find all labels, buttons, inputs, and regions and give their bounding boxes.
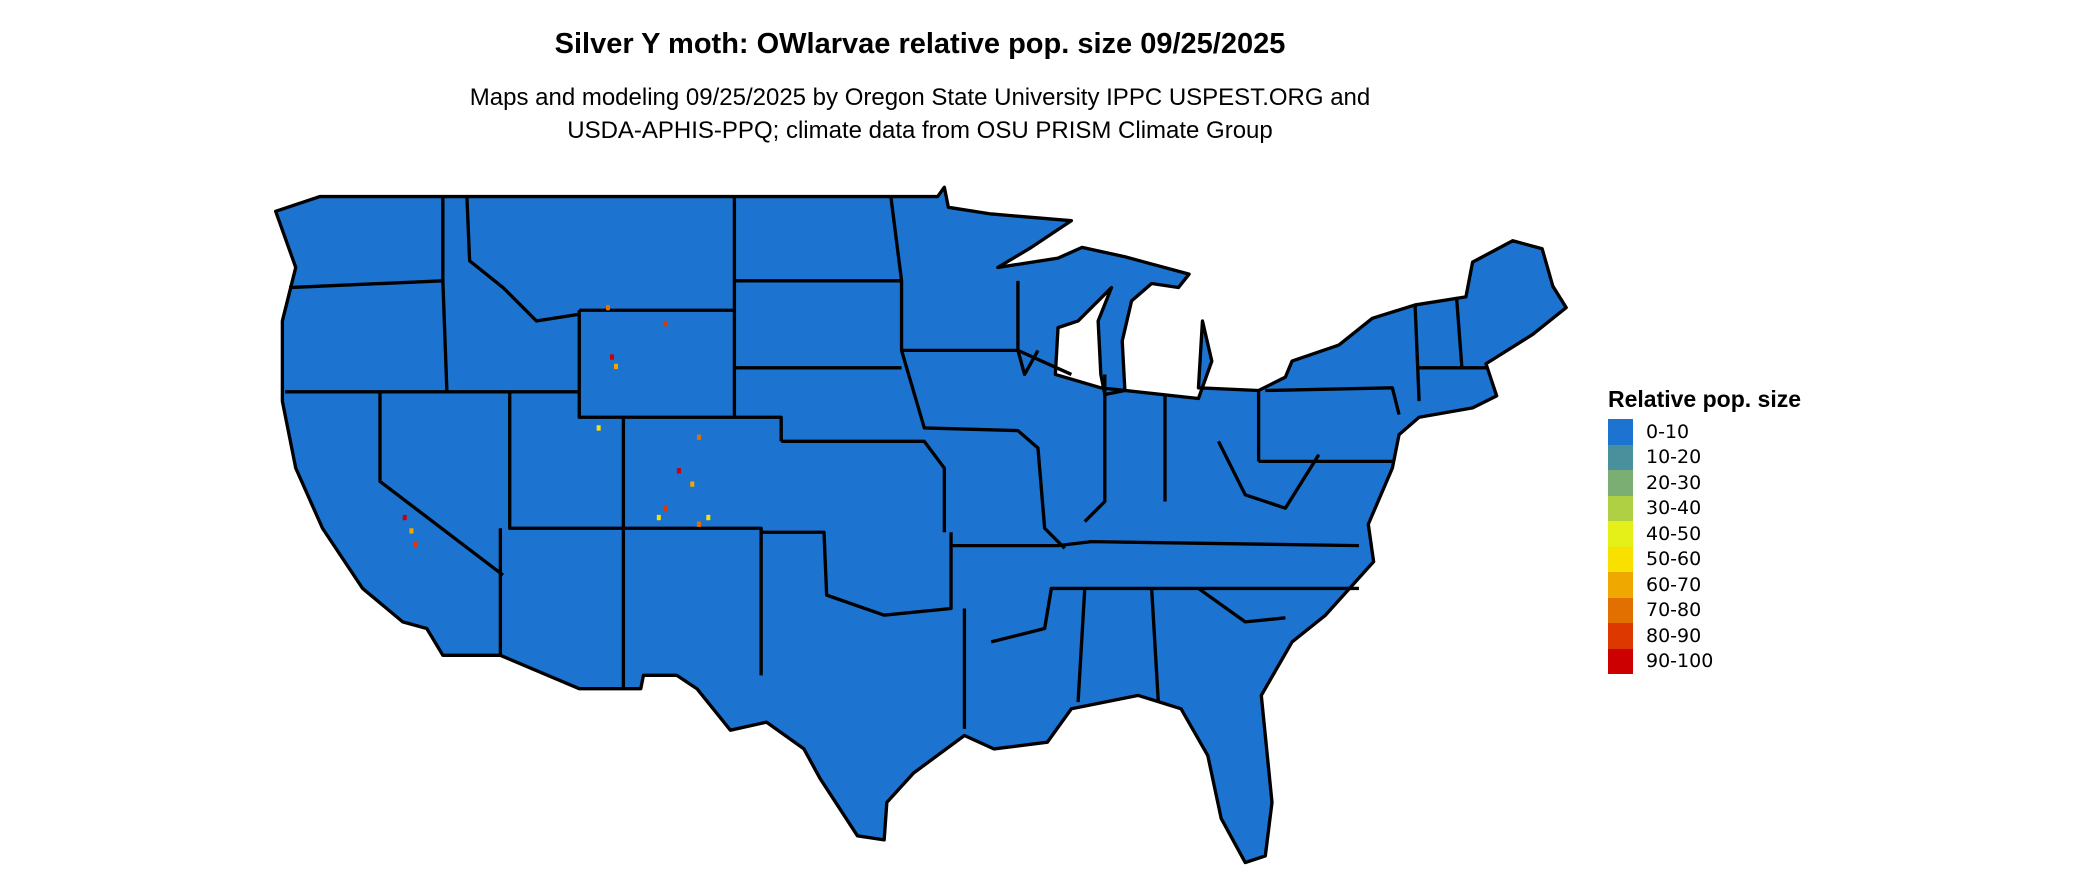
legend-label: 80-90: [1646, 624, 1702, 647]
hotspot-mark: [614, 363, 619, 370]
legend-label: 50-60: [1646, 548, 1702, 571]
legend-item: 40-50: [1608, 521, 1801, 547]
map-title: Silver Y moth: OWlarvae relative pop. si…: [554, 28, 1286, 60]
legend-item: 10-20: [1608, 444, 1801, 470]
hotspot-mark: [663, 320, 668, 327]
legend-label: 0-10: [1646, 420, 1690, 443]
legend-item: 20-30: [1608, 470, 1801, 496]
hotspot-mark: [409, 528, 414, 534]
hotspot-mark: [663, 505, 668, 511]
legend-swatch: [1608, 419, 1633, 445]
legend-swatch: [1608, 444, 1633, 470]
legend: Relative pop. size 0-10 10-20 20-30 30-40 40…: [1608, 386, 1801, 674]
hotspot-mark: [413, 541, 418, 547]
legend-title: Relative pop. size: [1608, 386, 1802, 412]
hotspot-mark: [606, 304, 611, 311]
population-hotspots: [402, 304, 711, 547]
hotspot-mark: [656, 514, 661, 521]
legend-item: 30-40: [1608, 495, 1801, 521]
legend-item: 80-90: [1608, 623, 1801, 649]
hotspot-mark: [610, 354, 615, 360]
legend-swatch: [1608, 648, 1633, 674]
legend-label: 60-70: [1646, 573, 1702, 596]
legend-swatch: [1608, 623, 1633, 649]
legend-label: 90-100: [1646, 650, 1714, 673]
legend-item: 70-80: [1608, 597, 1801, 623]
hotspot-mark: [690, 481, 695, 487]
legend-item: 90-100: [1608, 648, 1801, 674]
legend-label: 40-50: [1646, 522, 1702, 545]
hotspot-mark: [696, 521, 701, 527]
map-subtitle-line-2: USDA-APHIS-PPQ; climate data from OSU PR…: [567, 117, 1273, 144]
legend-item: 60-70: [1608, 572, 1801, 598]
state-borders: [285, 196, 1486, 729]
conus-outline: [274, 185, 1568, 865]
legend-swatch: [1608, 597, 1633, 623]
legend-swatch: [1608, 546, 1633, 572]
legend-swatch: [1608, 572, 1633, 598]
hotspot-mark: [402, 514, 407, 521]
legend-label: 70-80: [1646, 599, 1702, 622]
hotspot-mark: [696, 434, 701, 440]
hotspot-mark: [596, 425, 601, 431]
map-subtitle-line-1: Maps and modeling 09/25/2025 by Oregon S…: [469, 84, 1371, 111]
legend-label: 20-30: [1646, 471, 1702, 494]
hotspot-mark: [676, 468, 681, 474]
legend-label: 30-40: [1646, 497, 1702, 520]
legend-swatch: [1608, 521, 1633, 547]
legend-swatch: [1608, 495, 1633, 521]
legend-label: 10-20: [1646, 446, 1702, 469]
hotspot-mark: [706, 514, 711, 521]
legend-swatch: [1608, 470, 1633, 496]
legend-item: 0-10: [1608, 419, 1801, 445]
legend-item: 50-60: [1608, 546, 1801, 572]
